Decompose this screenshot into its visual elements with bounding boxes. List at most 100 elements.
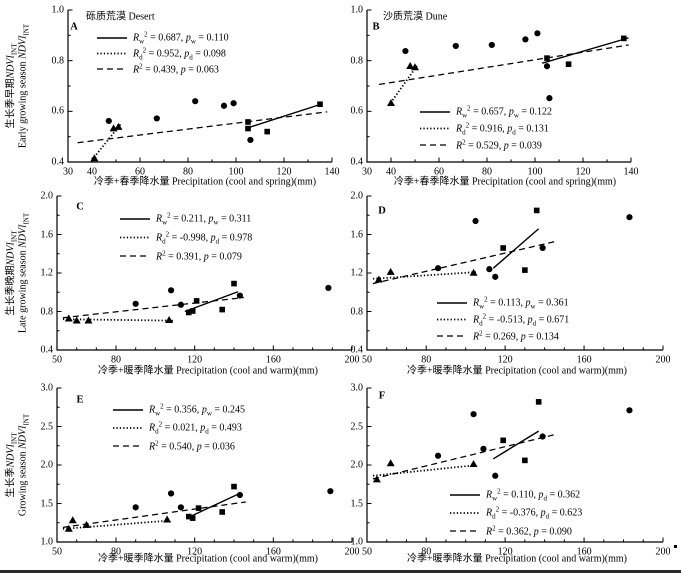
legend-entry-C-dotted: Rd2 = -0.998, pd = 0.978 [156,229,253,246]
legend-entry-F-dotted: Rd2 = -0.376, pd = 0.623 [486,505,583,521]
x-tick-label-B: 30 [362,166,372,178]
data-point-square [231,280,237,287]
data-point-circle [327,488,334,495]
y-tick-label-E: 3.0 [40,382,54,394]
x-tick-label-E: 80 [111,546,121,558]
regression-line-all [378,44,629,86]
panel-letter-F: F [378,390,386,402]
y-tick-label-D: 1.6 [350,229,364,240]
regression-line-wet [542,37,629,64]
legend-entry-D-dotted: Rd2 = -0.513, pd = 0.671 [473,311,570,328]
y-tick-label-C: 2.0 [40,190,54,202]
x-tick-label-D: 200 [655,354,671,366]
data-point-circle [534,30,541,37]
y-tick-label-F: 3.0 [350,382,364,394]
data-point-square [522,267,528,273]
data-point-triangle [90,154,99,162]
data-point-square [189,515,196,521]
data-point-circle [177,301,184,308]
data-point-circle [480,445,487,452]
data-point-triangle [163,515,172,523]
x-tick-label-E: 50 [52,546,62,558]
data-point-triangle [72,316,81,324]
y-tick-label-A: 1.0 [51,4,65,16]
x-axis-title-F: 冷季+暖季降水量 Precipitation (cool and warm)(m… [406,553,628,565]
data-point-square [500,437,506,444]
data-point-circle [434,265,442,272]
y-tick-label-B: 0.6 [350,105,364,117]
legend-entry-B-dotted: Rd2 = 0.916, pd = 0.131 [456,120,549,137]
data-point-square [219,509,225,515]
data-point-circle [220,102,228,109]
data-point-circle [236,491,243,499]
x-tick-label-F: 120 [497,546,513,558]
panel-F [366,387,664,543]
data-point-circle [132,504,139,511]
legend-entry-D-solid: Rw2 = 0.113, pw = 0.361 [473,295,569,311]
data-point-triangle [386,459,395,467]
data-point-square [195,505,202,511]
y-tick-label-B: 1.0 [350,4,364,16]
x-tick-label-C: 80 [111,354,121,366]
y-tick-label-F: 1.0 [350,536,364,548]
x-tick-label-C: 200 [344,354,360,366]
x-tick-label-E: 160 [265,546,281,558]
data-point-square [533,207,540,214]
data-point-square [193,298,200,304]
y-axis-title-cn-row1: 生长季早期NDVIINT [5,43,19,129]
data-point-circle [472,217,479,225]
data-point-circle [177,504,184,511]
regression-line-dry [372,271,478,280]
y-tick-label-E: 1.0 [40,536,54,548]
x-tick-label-B: 60 [434,166,444,178]
y-tick-label-E: 1.5 [40,498,54,509]
data-point-square [219,306,225,313]
y-tick-label-F: 2.5 [350,421,364,432]
x-tick-label-B: 40 [386,166,396,178]
x-tick-label-C: 50 [52,354,62,366]
data-point-circle [230,100,237,107]
legend-entry-E-solid: Rw2 = 0.356, pw = 0.245 [149,402,246,418]
x-tick-label-E: 200 [344,546,360,558]
x-tick-label-A: 60 [135,166,145,178]
y-tick-label-C: 0.8 [40,306,54,317]
data-point-triangle [68,516,77,524]
data-point-triangle [469,460,478,468]
legend-entry-E-dotted: Rd2 = 0.021, pd = 0.493 [149,420,242,436]
data-point-triangle [82,520,91,528]
regression-line-all [372,240,557,285]
panel-title-B: 沙质荒漠 Dune [383,11,448,23]
legend-entry-A-dashed: R2 = 0.439, p = 0.063 [133,62,219,76]
panel-letter-E: E [76,394,84,406]
regression-line-dry [62,318,174,322]
regression-line-dry [372,464,478,477]
data-point-square [565,61,572,68]
panel-letter-D: D [378,205,386,217]
data-point-circle [543,63,551,70]
data-point-square [245,119,251,125]
y-tick-label-F: 1.5 [350,498,364,509]
x-tick-label-F: 200 [655,546,671,558]
data-point-circle [167,287,175,294]
panel-letter-C: C [76,201,84,213]
data-point-square [535,399,542,405]
legend-entry-C-dashed: R2 = 0.391, p = 0.079 [156,249,242,263]
x-tick-label-C: 160 [265,354,281,366]
y-tick-label-C: 1.6 [40,229,54,240]
x-tick-label-D: 120 [497,354,513,366]
legend-entry-D-dashed: R2 = 0.269, p = 0.134 [473,329,559,343]
x-axis-title-C: 冷季+暖季降水量 Precipitation (cool and warm)(m… [97,365,319,377]
data-point-triangle [64,524,73,532]
y-tick-label-E: 2.5 [40,421,54,432]
data-point-square [185,513,192,520]
x-axis-title-B: 冷季+春季降水量 Precipitation (cool and spring)… [393,176,617,188]
data-point-circle [402,47,409,55]
legend-entry-A-solid: Rw2 = 0.687, pw = 0.110 [133,30,229,46]
x-tick-label-D: 80 [421,354,432,366]
data-point-circle [626,214,633,221]
data-point-triangle [372,475,381,483]
x-axis-title-A: 冷季+春季降水量 Precipitation (cool and spring)… [93,176,317,188]
x-tick-label-A: 100 [228,166,244,178]
data-point-circle [325,284,332,292]
